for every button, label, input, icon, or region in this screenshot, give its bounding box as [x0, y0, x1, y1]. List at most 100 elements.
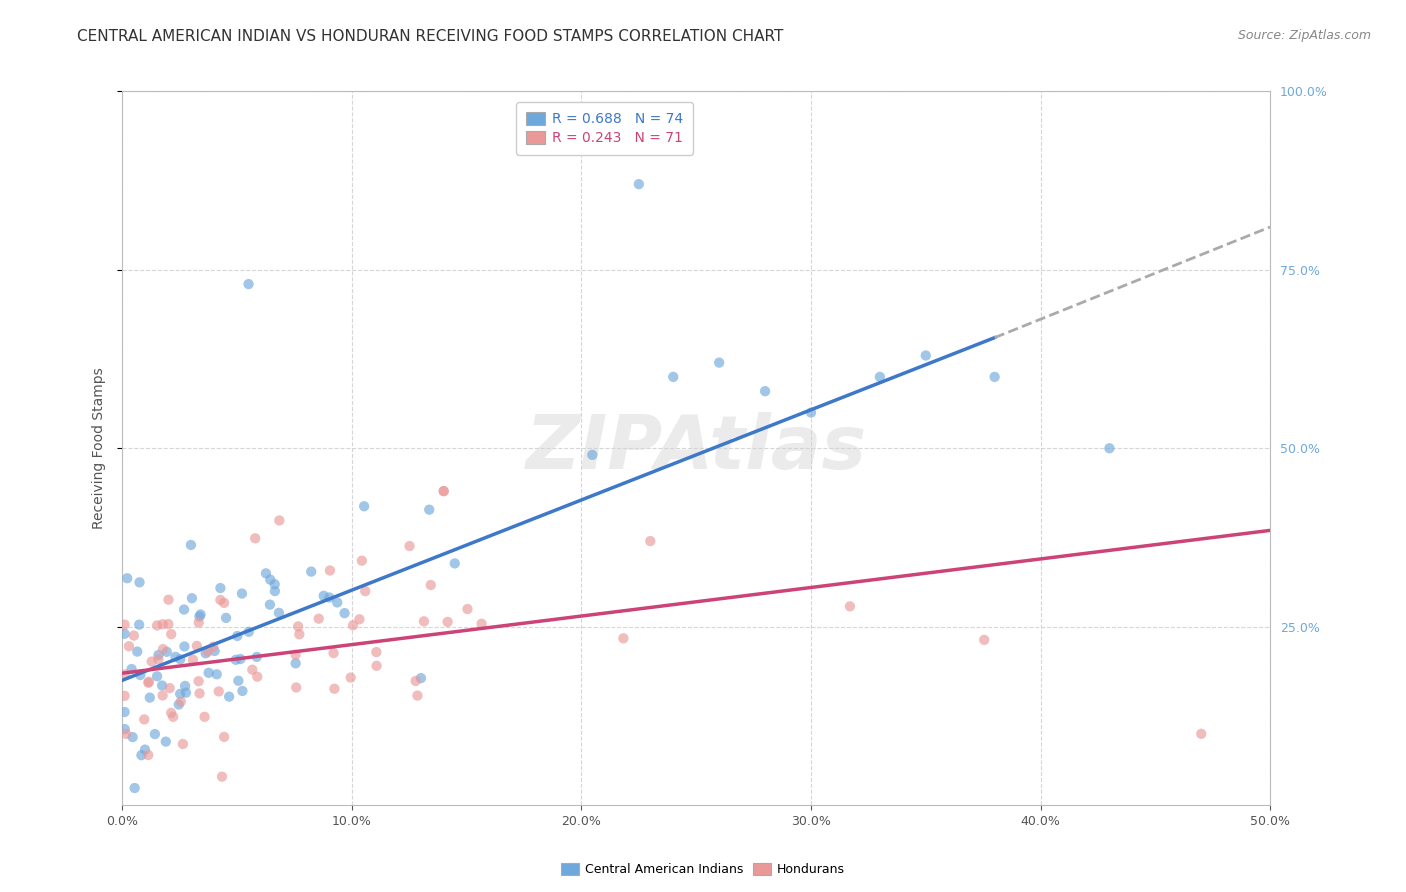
Point — [366, 658, 388, 673]
Point — [160, 627, 183, 641]
Point — [284, 648, 307, 662]
Point — [205, 667, 228, 681]
Point — [353, 500, 375, 514]
Point — [456, 602, 478, 616]
Point — [172, 737, 194, 751]
Point — [122, 629, 145, 643]
Point — [114, 722, 136, 736]
Point — [129, 668, 152, 682]
Point — [170, 694, 193, 708]
Point — [180, 538, 202, 552]
Point — [188, 686, 211, 700]
Point — [231, 684, 253, 698]
Point — [1189, 727, 1212, 741]
Point — [156, 645, 179, 659]
Point — [409, 671, 432, 685]
Point — [581, 448, 603, 462]
Point — [124, 780, 146, 795]
Point — [1098, 442, 1121, 456]
Text: ZIPAtlas: ZIPAtlas — [526, 412, 866, 484]
Point — [973, 632, 995, 647]
Point — [128, 575, 150, 590]
Point — [800, 406, 823, 420]
Point — [167, 698, 190, 712]
Point — [308, 612, 330, 626]
Point — [299, 565, 322, 579]
Point — [259, 573, 281, 587]
Point — [152, 642, 174, 657]
Point — [173, 640, 195, 654]
Point — [406, 689, 429, 703]
Point — [209, 581, 232, 595]
Point — [194, 710, 217, 724]
Point — [146, 618, 169, 632]
Text: Source: ZipAtlas.com: Source: ZipAtlas.com — [1237, 29, 1371, 43]
Point — [914, 349, 936, 363]
Point — [187, 674, 209, 689]
Point — [433, 484, 456, 499]
Point — [269, 513, 291, 527]
Point — [354, 584, 377, 599]
Point — [405, 673, 427, 688]
Point — [139, 690, 162, 705]
Y-axis label: Receiving Food Stamps: Receiving Food Stamps — [93, 368, 107, 529]
Point — [162, 710, 184, 724]
Point — [212, 596, 235, 610]
Point — [627, 177, 650, 191]
Point — [326, 595, 349, 609]
Point — [152, 617, 174, 632]
Point — [138, 675, 160, 690]
Point — [174, 686, 197, 700]
Point — [231, 586, 253, 600]
Point — [287, 619, 309, 633]
Point — [322, 646, 344, 660]
Point — [188, 609, 211, 624]
Point — [349, 612, 371, 626]
Point — [157, 617, 180, 632]
Point — [366, 645, 388, 659]
Point — [319, 564, 342, 578]
Point — [228, 673, 250, 688]
Point — [640, 534, 662, 549]
Point — [197, 665, 219, 680]
Point — [187, 615, 209, 630]
Point — [114, 627, 136, 641]
Point — [238, 624, 260, 639]
Point — [115, 571, 138, 585]
Point — [208, 684, 231, 698]
Point — [245, 532, 267, 546]
Point — [169, 687, 191, 701]
Point — [433, 484, 456, 499]
Point — [121, 730, 143, 744]
Point — [254, 566, 277, 581]
Point — [264, 584, 287, 599]
Point — [471, 616, 494, 631]
Point — [190, 607, 212, 622]
Point — [267, 606, 290, 620]
Point — [146, 669, 169, 683]
Point — [418, 502, 440, 516]
Point — [240, 663, 263, 677]
Point — [152, 689, 174, 703]
Point — [204, 644, 226, 658]
Point — [246, 670, 269, 684]
Point — [285, 681, 308, 695]
Point — [212, 730, 235, 744]
Text: CENTRAL AMERICAN INDIAN VS HONDURAN RECEIVING FOOD STAMPS CORRELATION CHART: CENTRAL AMERICAN INDIAN VS HONDURAN RECE… — [77, 29, 783, 45]
Point — [186, 639, 208, 653]
Point — [263, 577, 285, 591]
Point — [173, 602, 195, 616]
Point — [662, 370, 685, 384]
Point — [869, 370, 891, 384]
Point — [127, 644, 149, 658]
Point — [114, 689, 136, 703]
Point — [229, 652, 252, 666]
Point — [333, 606, 356, 620]
Point — [339, 671, 361, 685]
Point — [436, 615, 458, 629]
Point — [138, 674, 160, 689]
Point — [141, 655, 163, 669]
Point — [312, 589, 335, 603]
Point — [121, 662, 143, 676]
Point — [443, 557, 465, 571]
